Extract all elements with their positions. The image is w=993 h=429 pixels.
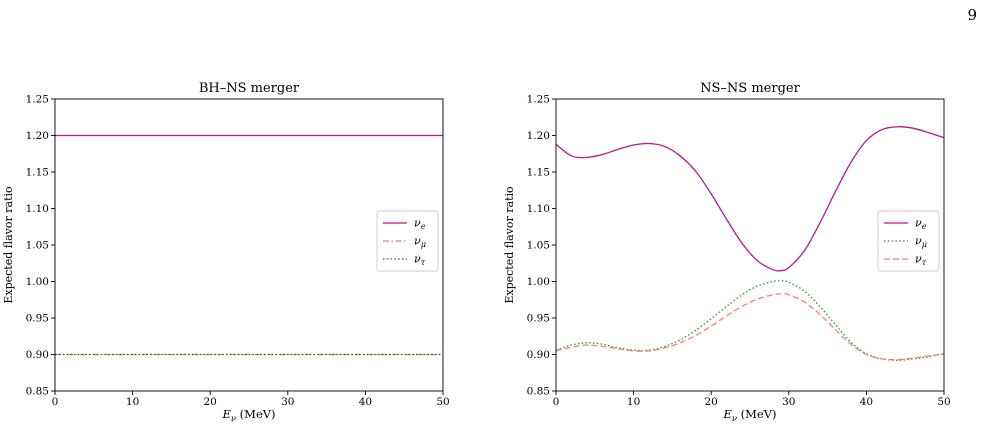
x-axis-label: Eν (MeV) bbox=[221, 407, 275, 424]
page-number: 9 bbox=[967, 6, 977, 24]
y-tick-label: 1.15 bbox=[26, 167, 49, 179]
y-tick-label: 1.20 bbox=[527, 130, 550, 142]
y-tick-label: 1.20 bbox=[26, 130, 49, 142]
y-tick-label: 1.25 bbox=[527, 94, 550, 106]
chart-title: BH–NS merger bbox=[199, 81, 300, 96]
x-tick-label: 40 bbox=[359, 396, 372, 408]
y-tick-label: 0.90 bbox=[527, 349, 550, 361]
series-line-1 bbox=[556, 280, 944, 361]
legend-label-2: ντ bbox=[414, 253, 426, 268]
x-tick-label: 10 bbox=[126, 396, 139, 408]
x-tick-label: 30 bbox=[782, 396, 795, 408]
legend-label-0: νe bbox=[915, 217, 927, 232]
y-tick-label: 1.05 bbox=[527, 240, 550, 252]
series-group bbox=[55, 134, 443, 356]
y-tick-label: 1.15 bbox=[527, 167, 550, 179]
y-tick-label: 1.25 bbox=[26, 94, 49, 106]
y-tick-label: 1.05 bbox=[26, 240, 49, 252]
y-tick-label: 1.10 bbox=[527, 203, 550, 215]
series-line-0 bbox=[556, 126, 944, 272]
x-tick-label: 20 bbox=[204, 396, 217, 408]
x-axis-label: Eν (MeV) bbox=[722, 407, 776, 424]
legend-label-2: ντ bbox=[915, 253, 927, 268]
legend-box bbox=[376, 210, 439, 272]
y-axis-label: Expected flavor ratio bbox=[2, 186, 15, 304]
series-group bbox=[556, 126, 944, 361]
legend: νe νμ ντ bbox=[376, 210, 439, 272]
legend-label-1: νμ bbox=[414, 235, 426, 250]
x-tick-label: 0 bbox=[553, 396, 560, 408]
y-tick-label: 0.85 bbox=[527, 386, 550, 398]
legend: νe νμ ντ bbox=[877, 210, 940, 272]
x-tick-label: 20 bbox=[705, 396, 718, 408]
chart-bh-ns: BH–NS merger 0 10 20 30 40 50 0.85 0.90 0.95 1.00 1… bbox=[2, 81, 450, 424]
x-tick-label: 10 bbox=[627, 396, 640, 408]
x-tick-label: 50 bbox=[436, 396, 449, 408]
y-tick-label: 1.10 bbox=[26, 203, 49, 215]
y-tick-label: 0.95 bbox=[26, 313, 49, 325]
y-tick-label: 0.90 bbox=[26, 349, 49, 361]
y-tick-label: 0.85 bbox=[26, 386, 49, 398]
chart-ns-ns: NS–NS merger 0 10 20 30 40 50 0.85 0.90 0.95 1.00 1… bbox=[503, 81, 951, 424]
x-tick-label: 30 bbox=[281, 396, 294, 408]
x-tick-label: 40 bbox=[860, 396, 873, 408]
legend-box bbox=[877, 210, 940, 272]
series-line-2 bbox=[556, 293, 944, 361]
x-tick-label: 0 bbox=[52, 396, 59, 408]
y-tick-label: 0.95 bbox=[527, 313, 550, 325]
y-tick-label: 1.00 bbox=[26, 276, 49, 288]
legend-label-1: νμ bbox=[915, 235, 927, 250]
chart-title: NS–NS merger bbox=[700, 81, 800, 96]
y-axis-label: Expected flavor ratio bbox=[503, 186, 516, 304]
legend-label-0: νe bbox=[414, 217, 426, 232]
y-tick-label: 1.00 bbox=[527, 276, 550, 288]
x-tick-label: 50 bbox=[937, 396, 950, 408]
